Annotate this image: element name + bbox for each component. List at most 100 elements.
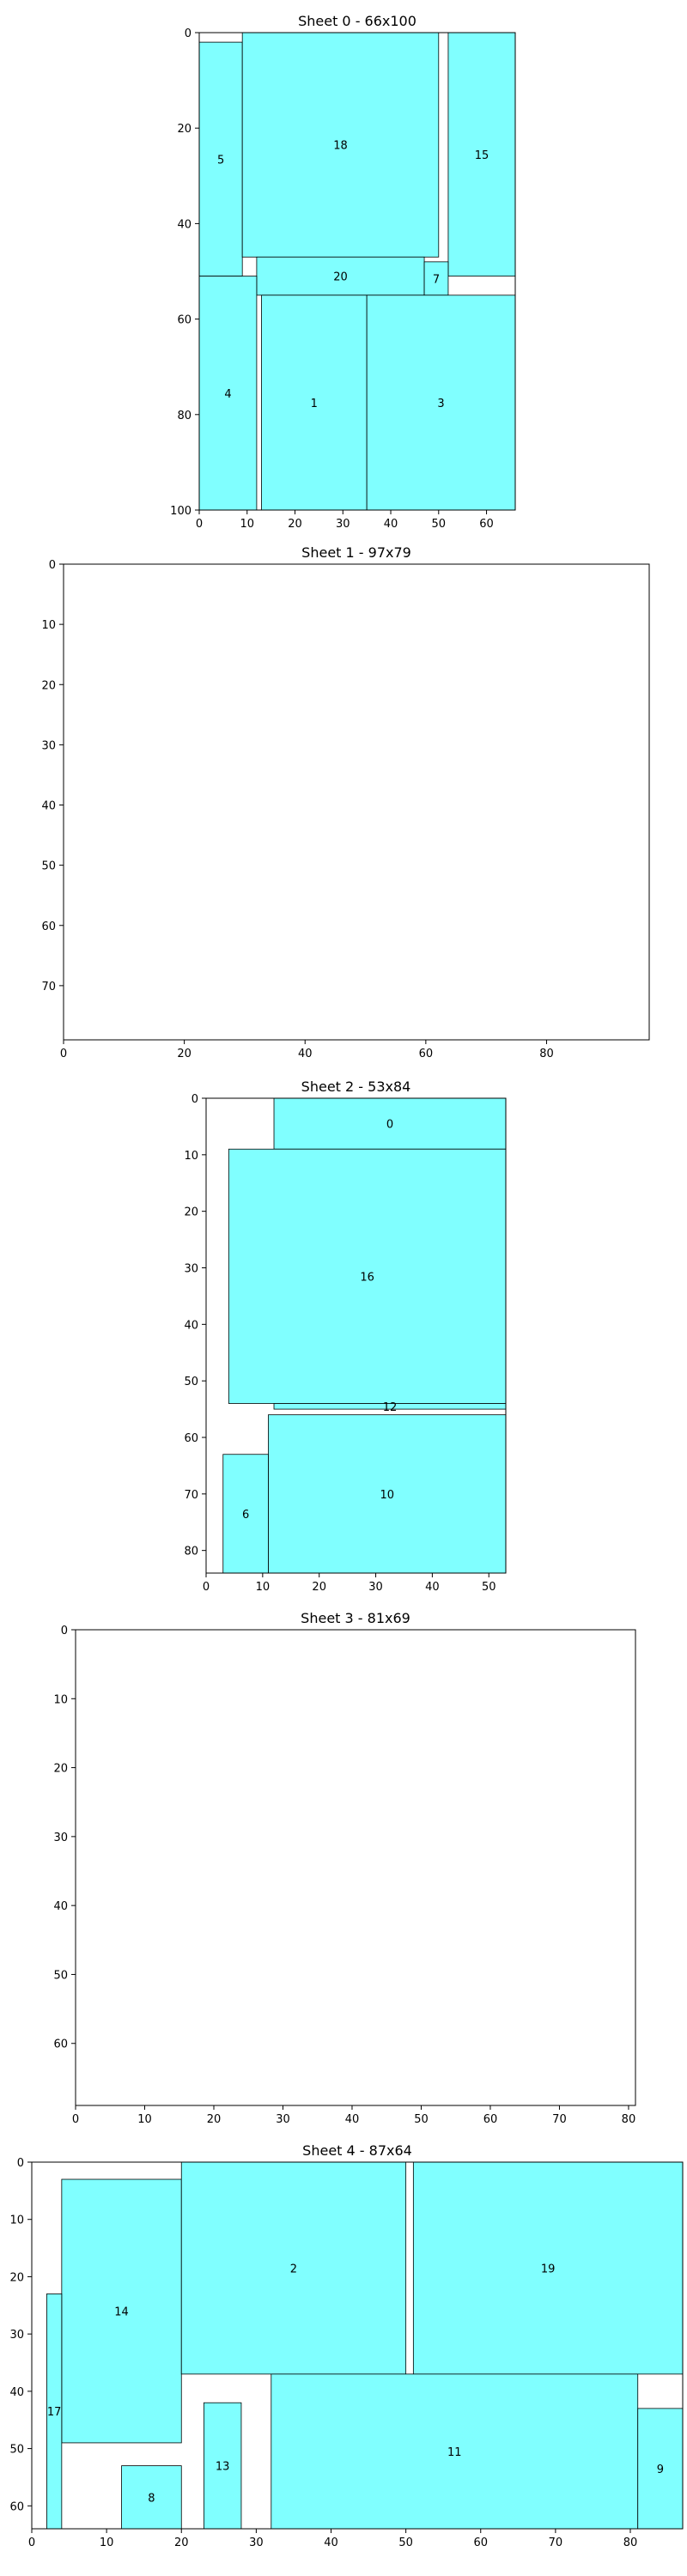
- y-tick-label: 80: [177, 410, 192, 422]
- axes-frame: [63, 563, 650, 1041]
- x-tick-label: 80: [539, 1048, 554, 1060]
- x-tick-label: 30: [249, 2537, 264, 2549]
- axes-frame: [75, 1629, 636, 2106]
- piece-label-17: 17: [47, 2406, 62, 2419]
- y-tick-label: 60: [177, 314, 192, 327]
- piece-label-15: 15: [475, 149, 489, 162]
- y-tick-label: 20: [184, 1206, 198, 1219]
- x-tick-label: 0: [60, 1048, 67, 1060]
- piece-label-12: 12: [383, 1401, 398, 1414]
- y-tick-label: 10: [41, 619, 56, 632]
- sheet-title: Sheet 1 - 97x79: [301, 544, 411, 561]
- x-tick-label: 20: [288, 518, 302, 531]
- x-tick-label: 0: [28, 2537, 35, 2549]
- piece-label-2: 2: [290, 2263, 297, 2275]
- piece-label-7: 7: [433, 273, 440, 286]
- x-tick-label: 20: [207, 2113, 222, 2126]
- piece-rect-2: [180, 2161, 407, 2375]
- piece-label-8: 8: [148, 2492, 155, 2505]
- x-tick-label: 60: [419, 1048, 434, 1060]
- x-tick-label: 40: [425, 1581, 440, 1594]
- piece-label-4: 4: [224, 388, 231, 401]
- y-tick-label: 40: [184, 1319, 198, 1332]
- x-tick-label: 60: [483, 2113, 498, 2126]
- sheet-panel-4: Sheet 4 - 87x64 14 2 19 17 13 8 11 9 0 10 20 30 40 50 6…: [9, 2142, 684, 2549]
- y-tick-label: 20: [41, 679, 56, 692]
- y-tick-label: 20: [9, 2271, 24, 2284]
- y-tick-label: 40: [9, 2386, 24, 2399]
- piece-rect-16: [228, 1148, 507, 1404]
- x-tick-label: 70: [549, 2537, 563, 2549]
- piece-label-3: 3: [437, 398, 444, 410]
- sheet-title: Sheet 2 - 53x84: [301, 1078, 411, 1095]
- y-tick-label: 10: [53, 1693, 68, 1706]
- x-tick-label: 50: [398, 2537, 413, 2549]
- piece-rect-19: [412, 2161, 684, 2375]
- x-tick-label: 60: [473, 2537, 488, 2549]
- x-tick-label: 20: [312, 1581, 326, 1594]
- piece-rect-1: [261, 295, 368, 511]
- piece-rect-18: [241, 32, 440, 258]
- y-tick-label: 60: [41, 920, 56, 933]
- piece-rect-20: [256, 256, 425, 296]
- x-tick-label: 30: [336, 518, 350, 531]
- y-tick-label: 60: [9, 2500, 24, 2513]
- piece-rect-3: [366, 295, 516, 511]
- y-tick-label: 0: [185, 27, 192, 40]
- sheet-title: Sheet 3 - 81x69: [301, 1610, 410, 1626]
- piece-label-11: 11: [447, 2446, 462, 2459]
- piece-label-6: 6: [242, 1509, 249, 1522]
- x-tick-label: 50: [414, 2113, 429, 2126]
- y-tick-label: 30: [9, 2329, 24, 2342]
- y-tick-label: 30: [53, 1832, 68, 1844]
- axes-frame: [31, 2161, 684, 2530]
- piece-label-0: 0: [386, 1119, 393, 1132]
- y-tick-label: 50: [9, 2444, 24, 2457]
- piece-rect-6: [222, 1454, 269, 1574]
- x-tick-label: 40: [345, 2113, 360, 2126]
- x-tick-label: 50: [482, 1581, 496, 1594]
- piece-label-16: 16: [360, 1271, 374, 1284]
- y-tick-label: 50: [41, 860, 56, 873]
- y-tick-label: 0: [49, 559, 56, 572]
- y-tick-label: 70: [184, 1489, 198, 1502]
- piece-label-13: 13: [216, 2461, 230, 2474]
- x-tick-label: 40: [298, 1048, 313, 1060]
- y-tick-label: 10: [9, 2215, 24, 2227]
- piece-rect-5: [198, 41, 243, 276]
- x-tick-label: 0: [203, 1581, 210, 1594]
- y-tick-label: 0: [61, 1625, 68, 1637]
- piece-rect-4: [198, 276, 258, 511]
- y-tick-label: 0: [17, 2157, 24, 2170]
- sheet-panel-1: Sheet 1 - 97x79 0 20 40 60 80 0 10 20 30 40 50 60 70: [41, 544, 650, 1060]
- x-tick-label: 20: [174, 2537, 189, 2549]
- y-tick-label: 60: [184, 1432, 198, 1445]
- piece-label-20: 20: [333, 271, 348, 284]
- x-tick-label: 40: [384, 518, 398, 531]
- x-tick-label: 30: [276, 2113, 290, 2126]
- x-tick-label: 10: [256, 1581, 271, 1594]
- sheet-title: Sheet 4 - 87x64: [302, 2142, 412, 2159]
- x-tick-label: 10: [100, 2537, 114, 2549]
- piece-rect-0: [273, 1097, 507, 1150]
- piece-rect-9: [637, 2408, 684, 2530]
- piece-rect-14: [61, 2178, 182, 2444]
- x-tick-label: 40: [324, 2537, 338, 2549]
- y-tick-label: 50: [53, 1969, 68, 1982]
- y-tick-label: 80: [184, 1546, 198, 1558]
- x-tick-label: 50: [432, 518, 447, 531]
- x-tick-label: 80: [623, 2537, 638, 2549]
- y-tick-label: 30: [184, 1263, 198, 1276]
- y-tick-label: 10: [184, 1150, 198, 1163]
- piece-label-5: 5: [217, 154, 224, 167]
- x-tick-label: 0: [196, 518, 203, 531]
- piece-rect-10: [268, 1414, 507, 1574]
- y-tick-label: 60: [53, 2038, 68, 2051]
- y-tick-label: 40: [177, 218, 192, 231]
- y-tick-label: 50: [184, 1376, 198, 1388]
- sheet-panel-3: Sheet 3 - 81x69 0 10 20 30 40 50 60 70 80 0 10 20 30 4…: [53, 1610, 636, 2126]
- x-tick-label: 10: [137, 2113, 152, 2126]
- y-tick-label: 40: [53, 1900, 68, 1913]
